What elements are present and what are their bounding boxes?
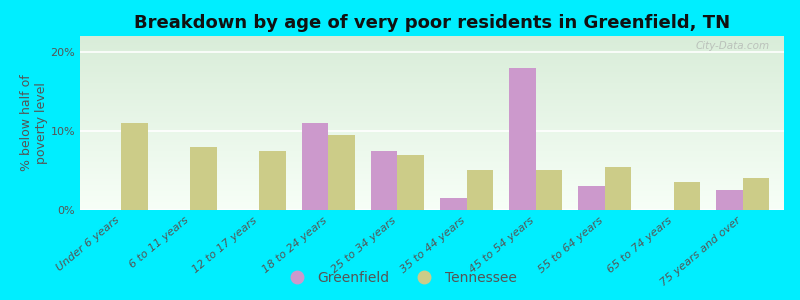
Text: City-Data.com: City-Data.com	[696, 41, 770, 51]
Bar	[259, 151, 286, 210]
Bar	[371, 151, 398, 210]
Bar	[605, 167, 630, 210]
Bar	[329, 135, 354, 210]
Y-axis label: % below half of
poverty level: % below half of poverty level	[20, 75, 48, 171]
Bar	[440, 198, 466, 210]
Bar	[742, 178, 769, 210]
Bar	[398, 154, 424, 210]
Bar	[674, 182, 700, 210]
Bar	[466, 170, 493, 210]
Bar	[190, 147, 217, 210]
Bar	[302, 123, 329, 210]
Title: Breakdown by age of very poor residents in Greenfield, TN: Breakdown by age of very poor residents …	[134, 14, 730, 32]
Legend: Greenfield, Tennessee: Greenfield, Tennessee	[278, 265, 522, 290]
Bar	[535, 170, 562, 210]
Bar	[578, 186, 605, 210]
Bar	[716, 190, 742, 210]
Bar	[510, 68, 535, 210]
Bar	[122, 123, 148, 210]
